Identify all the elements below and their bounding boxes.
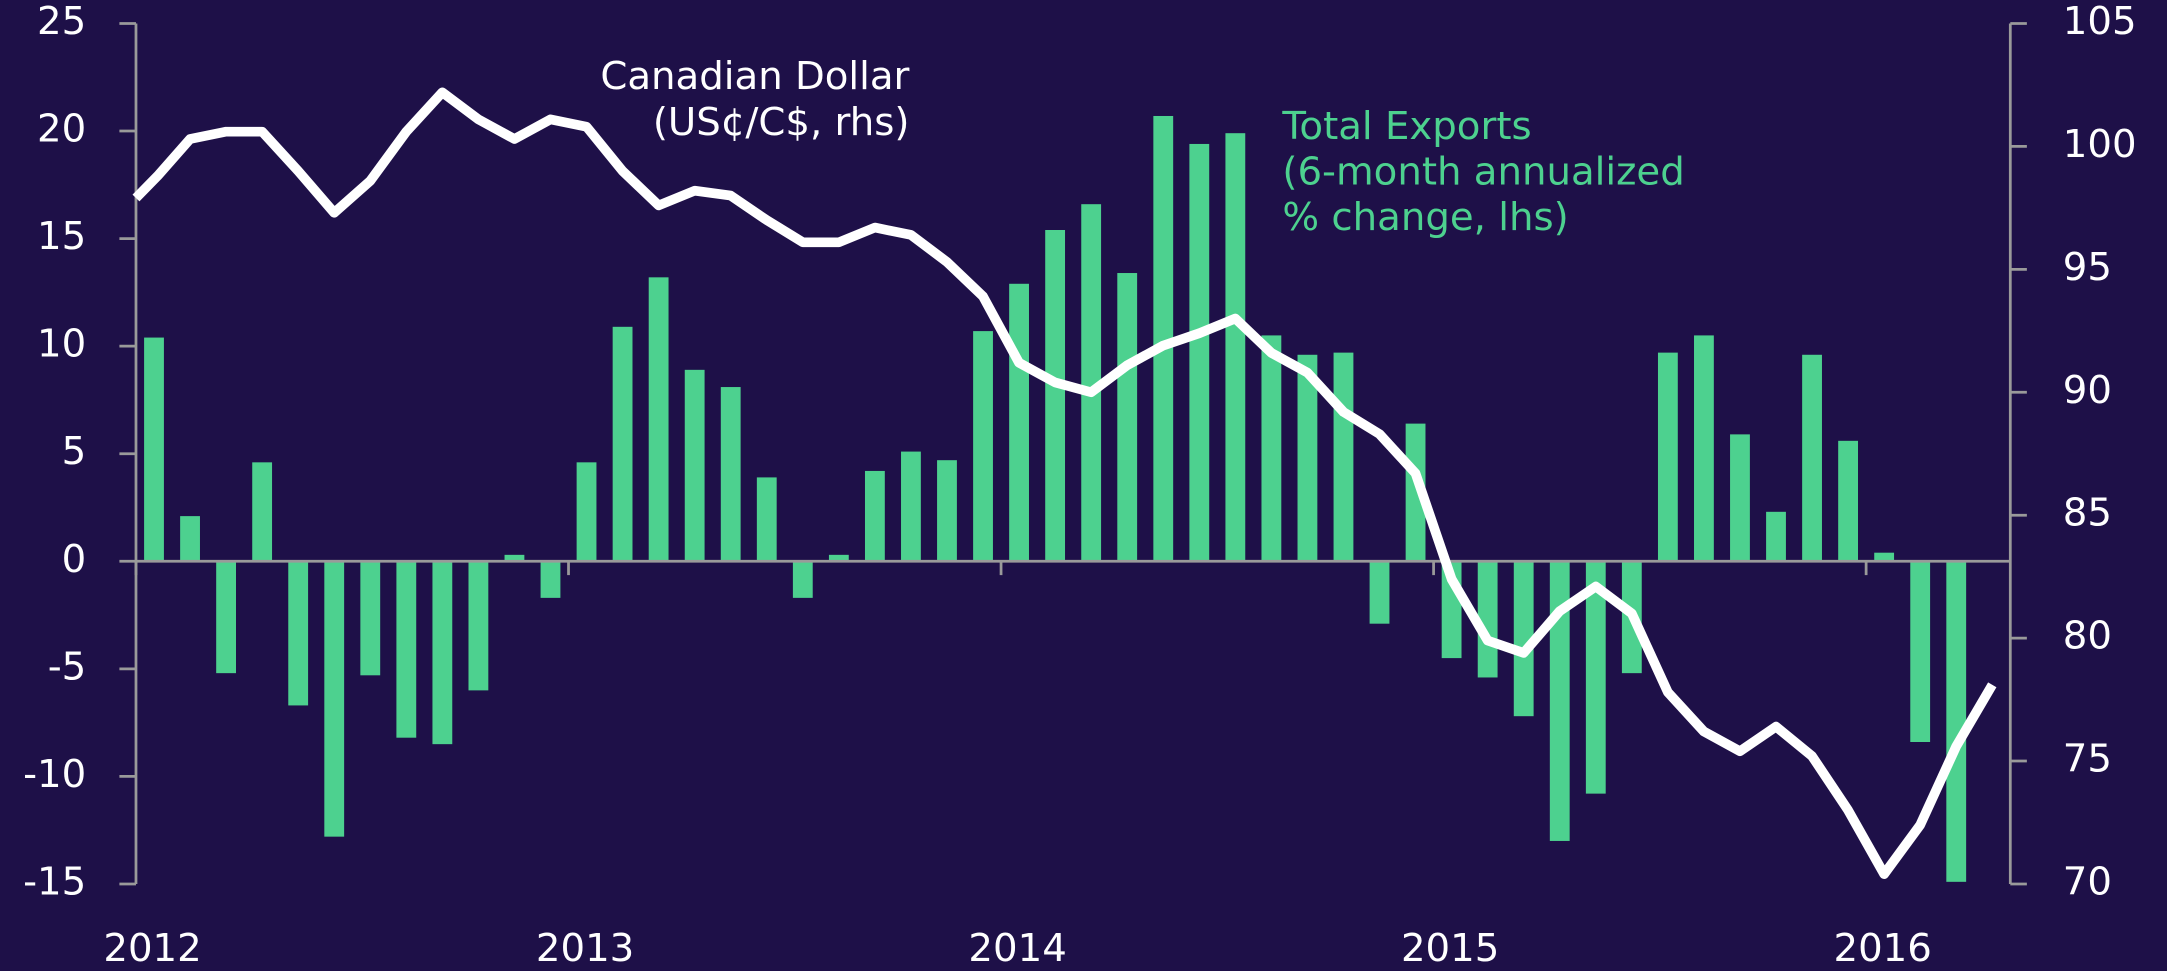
bar — [1730, 434, 1750, 562]
bar — [1405, 423, 1426, 562]
bar — [432, 561, 453, 745]
bar — [648, 277, 669, 562]
bar — [612, 326, 633, 562]
annotation: (US¢/C$, rhs) — [653, 100, 910, 145]
bar — [901, 451, 921, 562]
y-tick-label: 10 — [37, 322, 86, 367]
annotation: (6-month annualized — [1282, 150, 1684, 195]
bar — [144, 337, 164, 562]
bar — [828, 554, 849, 562]
bar — [324, 561, 345, 837]
y-tick-label: 20 — [37, 107, 86, 152]
bar — [1009, 283, 1029, 562]
y-tick-label: -15 — [23, 859, 86, 904]
x-tick-label: 2014 — [968, 926, 1066, 971]
bar — [216, 561, 237, 674]
bar — [1838, 440, 1859, 562]
bar — [1910, 561, 1931, 743]
x-tick-label: 2012 — [103, 926, 201, 971]
y2-tick-label: 100 — [2063, 122, 2137, 167]
line — [132, 87, 1997, 879]
bar — [1045, 230, 1066, 562]
y-tick-label: 5 — [62, 429, 87, 474]
y-tick-label: 15 — [37, 214, 86, 259]
bar — [792, 561, 813, 598]
bar — [1477, 561, 1498, 678]
annotation: Total Exports — [1281, 104, 1531, 149]
y2-tick-label: 105 — [2063, 0, 2137, 44]
y-tick-label: -5 — [48, 644, 87, 689]
bar — [1081, 204, 1102, 562]
bar — [396, 561, 417, 738]
bar — [1802, 354, 1822, 562]
y2-tick-label: 95 — [2063, 245, 2112, 290]
y-tick-label: -10 — [23, 752, 86, 797]
y-tick-label: 25 — [37, 0, 86, 44]
bar — [468, 561, 489, 691]
bar — [1369, 561, 1390, 624]
bar — [1297, 354, 1318, 562]
bar — [864, 470, 885, 562]
bar — [1874, 552, 1895, 562]
bar — [937, 460, 957, 562]
annotation: Canadian Dollar — [600, 54, 909, 99]
bar — [1513, 561, 1534, 717]
bar — [1657, 352, 1678, 562]
y2-tick-label: 75 — [2063, 737, 2112, 782]
bar — [1585, 561, 1606, 794]
bar — [684, 369, 705, 562]
bar — [1225, 133, 1246, 562]
y-tick-label: 0 — [62, 537, 87, 582]
bar — [1946, 561, 1967, 882]
bar — [504, 554, 525, 562]
bar — [1153, 115, 1174, 562]
bar — [180, 516, 200, 562]
bar — [720, 387, 741, 562]
bar — [1694, 335, 1714, 562]
bar — [1766, 511, 1786, 562]
bar — [540, 561, 561, 598]
bar — [576, 462, 597, 562]
bar — [973, 331, 993, 562]
bar — [756, 477, 777, 562]
annotation: % change, lhs) — [1282, 195, 1568, 240]
y2-tick-label: 85 — [2063, 491, 2112, 536]
y2-tick-label: 80 — [2063, 614, 2112, 659]
x-tick-label: 2016 — [1834, 926, 1932, 971]
bar — [1189, 143, 1210, 562]
bar — [1549, 561, 1570, 841]
bar — [360, 561, 381, 676]
bar — [1261, 335, 1282, 562]
bar — [252, 462, 273, 562]
y2-tick-label: 70 — [2063, 859, 2112, 904]
bar — [1117, 273, 1138, 562]
x-tick-label: 2013 — [536, 926, 634, 971]
y2-tick-label: 90 — [2063, 368, 2112, 413]
x-tick-label: 2015 — [1401, 926, 1499, 971]
bar — [288, 561, 309, 706]
bar — [1333, 352, 1354, 562]
